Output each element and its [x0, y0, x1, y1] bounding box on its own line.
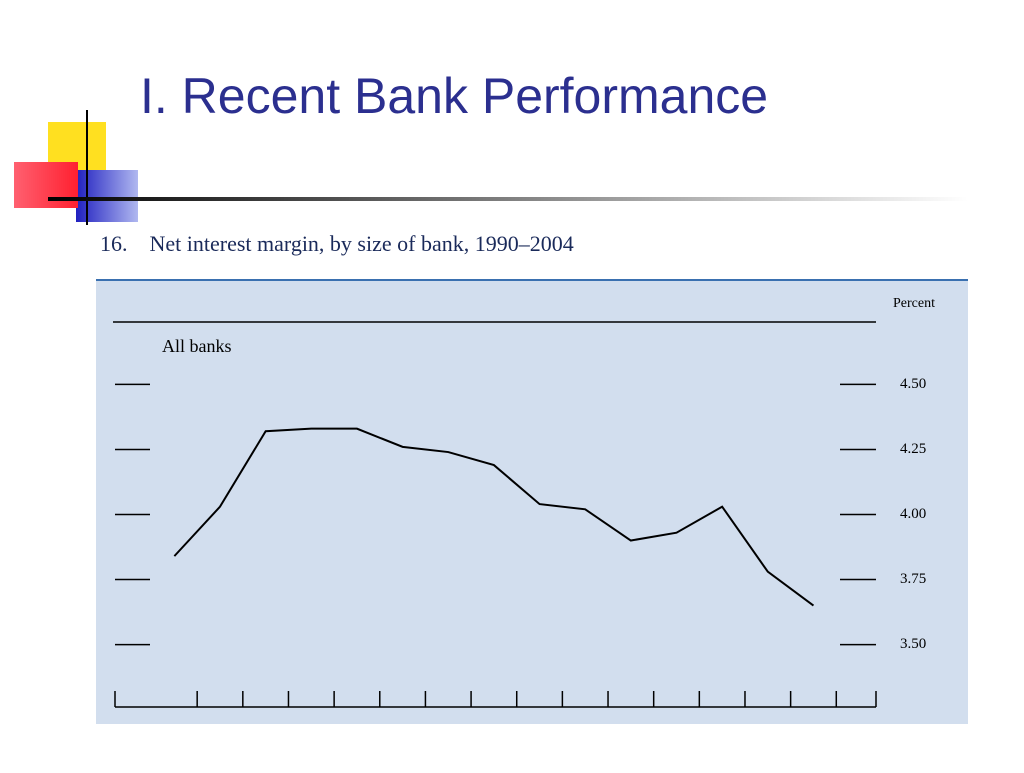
y-tick-label: 4.00 — [900, 506, 926, 522]
y-tick-label: 4.50 — [900, 376, 926, 392]
y-axis-label: Percent — [893, 296, 935, 311]
chart-panel — [96, 280, 968, 724]
slide-title: I. Recent Bank Performance — [140, 68, 768, 124]
chart-title: 16. Net interest margin, by size of bank… — [100, 231, 574, 256]
title-rule — [48, 197, 968, 201]
series-label: All banks — [162, 336, 232, 356]
deco-red — [14, 162, 78, 208]
deco-blue — [76, 170, 138, 222]
series-line — [173, 427, 815, 607]
y-tick-label: 4.25 — [900, 441, 926, 457]
y-tick-label: 3.50 — [900, 636, 926, 652]
y-tick-label: 3.75 — [900, 571, 926, 587]
